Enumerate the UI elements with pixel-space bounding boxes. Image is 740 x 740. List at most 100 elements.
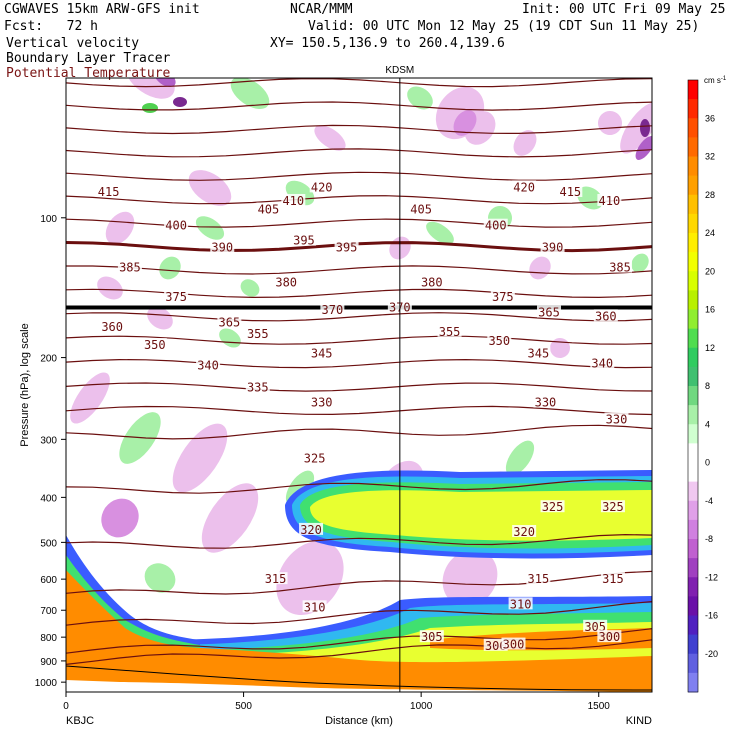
theta-label-bg bbox=[117, 260, 142, 273]
colorbar-swatch bbox=[688, 539, 698, 559]
theta-label: 320 bbox=[300, 523, 322, 537]
colorbar-label: 4 bbox=[705, 419, 710, 429]
colorbar-swatch bbox=[688, 577, 698, 597]
velocity-cell bbox=[105, 211, 135, 245]
velocity-cell bbox=[505, 440, 535, 476]
colorbar-swatch bbox=[688, 175, 698, 196]
jet-core bbox=[310, 490, 652, 541]
potential-temperature-contours bbox=[66, 78, 652, 665]
theta-label: 395 bbox=[293, 234, 315, 248]
theta-label: 380 bbox=[421, 276, 443, 290]
colorbar-swatch bbox=[688, 653, 698, 674]
theta-label: 315 bbox=[265, 572, 287, 586]
velocity-cell bbox=[147, 306, 173, 330]
theta-label: 355 bbox=[247, 327, 269, 341]
theta-label-bg bbox=[100, 320, 125, 333]
cross-section-coords: XY= 150.5,136.9 to 260.4,139.6 bbox=[270, 36, 505, 51]
velocity-cell bbox=[426, 221, 454, 245]
theta-label-bg bbox=[302, 600, 327, 613]
colorbar-label: 36 bbox=[705, 113, 715, 123]
velocity-cell bbox=[101, 498, 139, 538]
velocity-cell bbox=[125, 78, 175, 99]
velocity-cell bbox=[173, 97, 187, 107]
theta-label-bg bbox=[526, 346, 551, 359]
colorbar-label: -12 bbox=[705, 572, 718, 582]
colorbar-label: 32 bbox=[705, 152, 715, 162]
theta-label: 315 bbox=[602, 572, 624, 586]
colorbar-swatch bbox=[688, 558, 698, 578]
colorbar-label: -4 bbox=[705, 496, 713, 506]
field-boundary-layer-tracer: Boundary Layer Tracer bbox=[6, 51, 171, 66]
theta-label: 330 bbox=[311, 396, 333, 410]
theta-contour-385 bbox=[66, 171, 652, 181]
theta-label-bg bbox=[281, 193, 306, 206]
theta-label: 355 bbox=[439, 325, 461, 339]
colorbar-swatch bbox=[688, 634, 698, 655]
theta-label-bg bbox=[210, 240, 235, 253]
station-label-kdsm: KDSM bbox=[385, 65, 414, 76]
colorbar-label: 28 bbox=[705, 190, 715, 200]
colorbar: 36 32 28 24 20 16 12 8 4 0 -4 -8 -12 -16 -20 bbox=[687, 79, 718, 693]
x-tick-label: 0 bbox=[63, 701, 69, 712]
theta-label-bg bbox=[302, 451, 327, 464]
velocity-cell bbox=[407, 86, 433, 110]
colorbar-swatch bbox=[688, 156, 698, 177]
theta-label-bg bbox=[597, 193, 622, 206]
theta-label-bg bbox=[600, 500, 625, 513]
theta-contour-365 bbox=[66, 265, 652, 275]
theta-label-bg bbox=[299, 522, 324, 535]
colorbar-units: cm s-1 bbox=[704, 76, 727, 85]
theta-label: 320 bbox=[513, 525, 535, 539]
theta-label-bg bbox=[593, 309, 618, 322]
velocity-cell bbox=[154, 78, 176, 87]
x-tick-label: 500 bbox=[235, 701, 252, 712]
colorbar-swatch bbox=[688, 596, 698, 616]
colorbar-label: -8 bbox=[705, 534, 713, 544]
theta-contour-390 bbox=[66, 148, 652, 158]
velocity-cell bbox=[195, 216, 225, 240]
theta-label: 395 bbox=[336, 241, 358, 255]
theta-label: 335 bbox=[247, 381, 269, 395]
theta-label: 310 bbox=[510, 597, 532, 611]
colorbar-swatch bbox=[688, 462, 698, 483]
theta-label-bg bbox=[540, 240, 565, 253]
theta-label: 410 bbox=[599, 194, 621, 208]
colorbar-swatch bbox=[688, 137, 698, 157]
x-tick-label: 1500 bbox=[588, 701, 611, 712]
velocity-cell bbox=[142, 103, 158, 113]
theta-label: 305 bbox=[421, 630, 443, 644]
theta-label: 390 bbox=[542, 241, 564, 255]
y-tick-label: 200 bbox=[40, 354, 57, 365]
left-station-label: KBJC bbox=[66, 715, 94, 727]
theta-label: 380 bbox=[275, 276, 297, 290]
theta-label: 390 bbox=[211, 241, 233, 255]
theta-contour-345 bbox=[66, 358, 652, 369]
theta-label-bg bbox=[487, 333, 512, 346]
theta-label-bg bbox=[196, 358, 221, 371]
theta-label-bg bbox=[483, 218, 508, 231]
theta-label-bg bbox=[142, 338, 167, 351]
theta-contour-405 bbox=[66, 78, 652, 88]
y-tick-label: 800 bbox=[40, 633, 57, 644]
init-time: Init: 00 UTC Fri 09 May 25 bbox=[522, 2, 726, 17]
y-tick-label: 300 bbox=[40, 435, 57, 446]
x-axis-title: Distance (km) bbox=[325, 715, 393, 727]
colorbar-label: 24 bbox=[705, 228, 715, 238]
velocity-cell bbox=[640, 119, 650, 137]
theta-label-bg bbox=[590, 356, 615, 369]
theta-label: 310 bbox=[304, 600, 326, 614]
y-tick-label: 700 bbox=[40, 606, 57, 617]
theta-label-bg bbox=[309, 180, 334, 193]
colorbar-frame bbox=[687, 79, 699, 693]
theta-contour-380 bbox=[66, 195, 652, 205]
theta-label-bg bbox=[320, 303, 345, 316]
model-title: CGWAVES 15km ARW-GFS init bbox=[4, 2, 200, 17]
theta-label: 340 bbox=[197, 358, 219, 372]
y-tick-label: 400 bbox=[40, 493, 57, 504]
field-potential-temperature: Potential Temperature bbox=[6, 66, 171, 81]
vertical-velocity-field bbox=[66, 78, 652, 692]
theta-contour-320 bbox=[66, 533, 652, 549]
theta-label-bg bbox=[96, 185, 121, 198]
theta-label-bg bbox=[217, 315, 242, 328]
